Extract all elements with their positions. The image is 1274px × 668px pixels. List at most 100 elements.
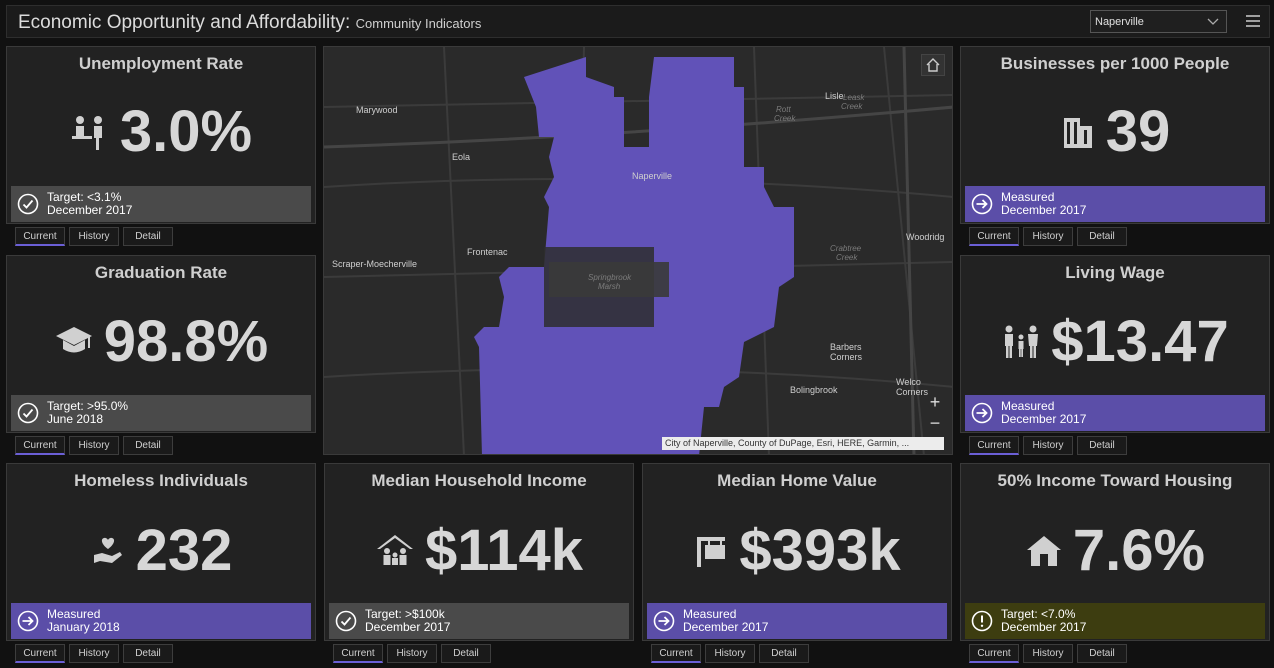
status-line1: Measured xyxy=(683,607,737,621)
card-title: Median Home Value xyxy=(717,471,877,490)
tab-history[interactable]: History xyxy=(69,436,119,455)
title-subtitle: Community Indicators xyxy=(355,16,482,31)
tabs-home-value: Current History Detail xyxy=(651,644,809,663)
status-banner: Measured December 2017 xyxy=(965,395,1265,431)
status-line2: December 2017 xyxy=(1001,412,1087,426)
chevron-down-icon xyxy=(1207,18,1219,25)
tab-history[interactable]: History xyxy=(387,644,437,663)
city-map[interactable]: Marywood Eola Naperville Frontenac Scrap… xyxy=(323,46,953,455)
card-title: Living Wage xyxy=(1065,263,1165,282)
tab-detail[interactable]: Detail xyxy=(123,227,173,246)
map-attribution[interactable]: City of Naperville, County of DuPage, Es… xyxy=(662,437,944,450)
card-home-value: Median Home Value $393k Measured December… xyxy=(642,463,952,641)
map-label-springbrook: Springbrook xyxy=(588,273,632,282)
map-label-rott-creek: Creek xyxy=(774,114,796,123)
job-seeker-icon xyxy=(71,116,102,150)
tab-current[interactable]: Current xyxy=(333,644,383,663)
tab-detail[interactable]: Detail xyxy=(123,436,173,455)
tab-history[interactable]: History xyxy=(1023,227,1073,246)
card-homeless: Homeless Individuals 232 Measured January… xyxy=(6,463,316,641)
card-value: 3.0% xyxy=(119,99,253,164)
card-value: 39 xyxy=(1105,99,1171,164)
arrow-circle-icon xyxy=(971,402,993,424)
tab-current[interactable]: Current xyxy=(969,227,1019,246)
helping-hand-icon xyxy=(93,537,122,563)
card-living-wage: Living Wage $13.47 Measured December 2017 xyxy=(960,255,1270,433)
card-businesses: Businesses per 1000 People 39 Measured De… xyxy=(960,46,1270,224)
map-label-crabtree-creek: Creek xyxy=(836,253,858,262)
status-line2: December 2017 xyxy=(1001,203,1087,217)
status-line2: June 2018 xyxy=(47,412,104,426)
family-icon xyxy=(1005,325,1039,358)
check-circle-icon xyxy=(335,610,357,632)
card-title: Businesses per 1000 People xyxy=(1000,54,1230,73)
tabs-living-wage: Current History Detail xyxy=(969,436,1127,455)
tab-history[interactable]: History xyxy=(705,644,755,663)
hamburger-menu-icon[interactable] xyxy=(1245,13,1261,29)
map-label-naperville: Naperville xyxy=(632,171,673,181)
tab-current[interactable]: Current xyxy=(969,436,1019,455)
map-label-marywood: Marywood xyxy=(356,105,398,115)
header-bar: Economic Opportunity and Affordability: … xyxy=(6,5,1270,38)
card-graduation: Graduation Rate 98.8% Target: >95.0% June… xyxy=(6,255,316,433)
map-label-barbers: Barbers xyxy=(830,342,862,352)
card-title: 50% Income Toward Housing xyxy=(997,471,1233,490)
status-banner: Target: >95.0% June 2018 xyxy=(11,395,311,431)
tab-current[interactable]: Current xyxy=(15,436,65,455)
status-banner: Measured December 2017 xyxy=(965,186,1265,222)
graduation-cap-icon xyxy=(55,327,92,353)
map-label-welco: Welco xyxy=(896,377,921,387)
status-line1: Measured xyxy=(1001,190,1055,204)
tabs-homeless: Current History Detail xyxy=(15,644,173,663)
map-canvas[interactable] xyxy=(324,47,953,455)
status-line2: December 2017 xyxy=(683,620,769,634)
tab-history[interactable]: History xyxy=(1023,644,1073,663)
city-select[interactable]: Naperville xyxy=(1090,10,1227,33)
tab-current[interactable]: Current xyxy=(651,644,701,663)
tab-detail[interactable]: Detail xyxy=(123,644,173,663)
tab-history[interactable]: History xyxy=(69,227,119,246)
tab-current[interactable]: Current xyxy=(15,644,65,663)
zoom-out-button[interactable]: − xyxy=(929,413,941,433)
status-line1: Target: <7.0% xyxy=(1001,607,1076,621)
card-value: 232 xyxy=(135,518,233,583)
map-label-lisle: Lisle xyxy=(825,91,844,101)
tab-current[interactable]: Current xyxy=(969,644,1019,663)
status-line2: December 2017 xyxy=(365,620,451,634)
map-label-leask: Leask xyxy=(843,93,865,102)
card-value: $393k xyxy=(739,518,901,583)
tab-detail[interactable]: Detail xyxy=(1077,644,1127,663)
map-label-eola: Eola xyxy=(452,152,471,162)
card-housing-burden: 50% Income Toward Housing 7.6% Target: <… xyxy=(960,463,1270,641)
tab-detail[interactable]: Detail xyxy=(1077,227,1127,246)
map-label-crabtree: Crabtree xyxy=(830,244,862,253)
home-icon xyxy=(926,58,940,72)
card-title: Median Household Income xyxy=(371,471,587,490)
tab-history[interactable]: History xyxy=(1023,436,1073,455)
map-home-button[interactable] xyxy=(921,54,945,76)
status-banner: Target: <3.1% December 2017 xyxy=(11,186,311,222)
map-label-leask-creek: Creek xyxy=(841,102,863,111)
map-label-bolingbrook: Bolingbrook xyxy=(790,385,838,395)
status-line2: December 2017 xyxy=(1001,620,1087,634)
alert-circle-icon xyxy=(971,610,993,632)
map-label-welco-corners: Corners xyxy=(896,387,929,397)
title-main: Economic Opportunity and Affordability: xyxy=(18,12,351,33)
tab-detail[interactable]: Detail xyxy=(441,644,491,663)
tab-history[interactable]: History xyxy=(69,644,119,663)
card-unemployment: Unemployment Rate 3.0% Target: <3.1% Dece… xyxy=(6,46,316,224)
check-circle-icon xyxy=(17,193,39,215)
card-value: $13.47 xyxy=(1051,309,1229,374)
status-banner: Measured December 2017 xyxy=(647,603,947,639)
arrow-circle-icon xyxy=(653,610,675,632)
zoom-in-button[interactable]: + xyxy=(929,392,941,412)
tab-detail[interactable]: Detail xyxy=(1077,436,1127,455)
status-line2: January 2018 xyxy=(47,620,120,634)
office-building-icon xyxy=(1063,118,1092,148)
status-banner: Target: >$100k December 2017 xyxy=(329,603,629,639)
tab-detail[interactable]: Detail xyxy=(759,644,809,663)
tabs-household-income: Current History Detail xyxy=(333,644,491,663)
card-title: Graduation Rate xyxy=(94,263,228,282)
arrow-circle-icon xyxy=(971,193,993,215)
tab-current[interactable]: Current xyxy=(15,227,65,246)
